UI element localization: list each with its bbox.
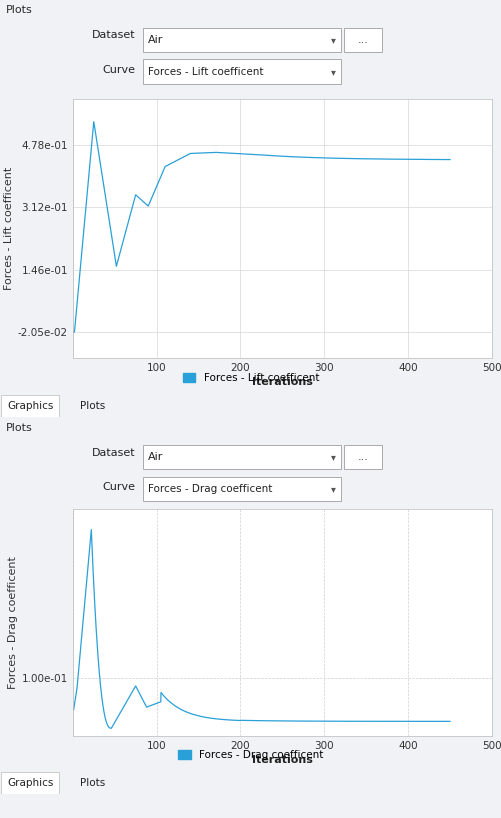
- FancyBboxPatch shape: [143, 477, 341, 501]
- Text: Air: Air: [148, 35, 163, 45]
- Text: Forces - Lift coefficent: Forces - Lift coefficent: [148, 67, 263, 77]
- Text: Dataset: Dataset: [92, 30, 135, 40]
- Text: Graphics: Graphics: [7, 778, 53, 789]
- Text: Plots: Plots: [80, 401, 105, 411]
- FancyBboxPatch shape: [343, 28, 381, 52]
- Text: ...: ...: [357, 452, 368, 462]
- Legend: Forces - Drag coefficent: Forces - Drag coefficent: [178, 750, 323, 760]
- Text: ▾: ▾: [331, 35, 336, 45]
- Text: Air: Air: [148, 452, 163, 462]
- Text: Forces - Drag coefficent: Forces - Drag coefficent: [148, 484, 272, 494]
- X-axis label: Iterations: Iterations: [252, 755, 312, 765]
- FancyBboxPatch shape: [343, 445, 381, 470]
- Text: ▾: ▾: [331, 484, 336, 494]
- Text: ▾: ▾: [331, 67, 336, 77]
- Text: Graphics: Graphics: [7, 401, 53, 411]
- FancyBboxPatch shape: [143, 445, 341, 470]
- Text: Plots: Plots: [80, 778, 105, 789]
- Y-axis label: Forces - Drag coefficent: Forces - Drag coefficent: [8, 556, 18, 689]
- Text: ▾: ▾: [331, 452, 336, 462]
- Bar: [1, 395, 59, 417]
- Text: Plots: Plots: [6, 423, 33, 434]
- Bar: [1, 772, 59, 794]
- Text: Curve: Curve: [102, 65, 135, 74]
- Text: Dataset: Dataset: [92, 447, 135, 457]
- FancyBboxPatch shape: [143, 28, 341, 52]
- X-axis label: Iterations: Iterations: [252, 377, 312, 387]
- FancyBboxPatch shape: [143, 60, 341, 84]
- Text: Plots: Plots: [6, 6, 33, 16]
- Text: Curve: Curve: [102, 482, 135, 492]
- Legend: Forces - Lift coefficent: Forces - Lift coefficent: [182, 373, 319, 383]
- Y-axis label: Forces - Lift coefficent: Forces - Lift coefficent: [4, 167, 14, 290]
- Text: ...: ...: [357, 35, 368, 45]
